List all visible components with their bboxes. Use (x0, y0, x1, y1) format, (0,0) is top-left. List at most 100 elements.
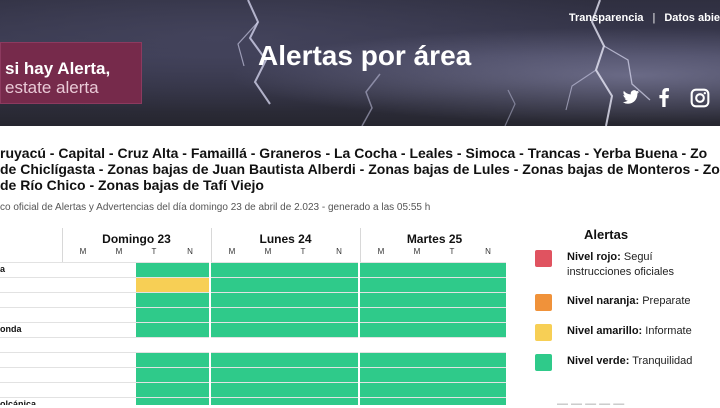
alert-cell-green[interactable] (434, 263, 471, 277)
link-transparencia[interactable]: Transparencia (568, 12, 644, 24)
area-name[interactable]: olcánica (0, 399, 37, 405)
alert-cell-green[interactable] (322, 368, 359, 382)
alert-cell-green[interactable] (285, 278, 322, 292)
alert-cell-green[interactable] (211, 398, 248, 405)
alert-cell-green[interactable] (248, 323, 285, 337)
area-name[interactable]: onda (0, 324, 22, 334)
alert-cell-green[interactable] (248, 278, 285, 292)
alert-cell-green[interactable] (211, 323, 248, 337)
alert-cell-green[interactable] (397, 353, 434, 367)
alert-cell-green[interactable] (211, 278, 248, 292)
alert-cell-green[interactable] (397, 383, 434, 397)
alert-cell-green[interactable] (397, 263, 434, 277)
alert-cell-green[interactable] (173, 293, 210, 307)
alert-cell-green[interactable] (173, 353, 210, 367)
alert-cell-green[interactable] (136, 293, 173, 307)
alert-cell-green[interactable] (211, 308, 248, 322)
alert-cell-green[interactable] (248, 383, 285, 397)
alert-cell-green[interactable] (397, 308, 434, 322)
alert-cell-green[interactable] (471, 353, 508, 367)
alert-cell-green[interactable] (434, 368, 471, 382)
instagram-icon[interactable] (690, 88, 712, 108)
alert-cell-green[interactable] (211, 368, 248, 382)
alert-cell-green[interactable] (322, 308, 359, 322)
alert-cell-green[interactable] (248, 293, 285, 307)
alert-cell-green[interactable] (285, 323, 322, 337)
alert-cell-green[interactable] (285, 308, 322, 322)
alert-cell-green[interactable] (471, 263, 508, 277)
alert-cell-green[interactable] (397, 278, 434, 292)
alert-cell-green[interactable] (434, 278, 471, 292)
alert-cell-green[interactable] (285, 383, 322, 397)
alert-cell-green[interactable] (434, 383, 471, 397)
alert-cell-green[interactable] (211, 263, 248, 277)
alert-promo-banner[interactable]: si hay Alerta, estate alerta (0, 42, 142, 104)
alert-cell-green[interactable] (322, 398, 359, 405)
alert-cell-green[interactable] (397, 293, 434, 307)
alert-cell-green[interactable] (471, 308, 508, 322)
alert-cell-green[interactable] (471, 383, 508, 397)
alert-cell-green[interactable] (360, 353, 397, 367)
alert-cell-green[interactable] (173, 398, 210, 405)
alert-cell-green[interactable] (136, 368, 173, 382)
alert-cell-green[interactable] (248, 368, 285, 382)
alert-cell-green[interactable] (434, 308, 471, 322)
alert-cell-green[interactable] (322, 278, 359, 292)
alert-cell-green[interactable] (136, 308, 173, 322)
alert-cell-green[interactable] (211, 293, 248, 307)
alert-cell-green[interactable] (322, 263, 359, 277)
twitter-icon[interactable] (621, 88, 643, 108)
alert-cell-green[interactable] (360, 263, 397, 277)
alert-cell-green[interactable] (285, 368, 322, 382)
alert-cell-green[interactable] (322, 323, 359, 337)
alert-cell-green[interactable] (173, 323, 210, 337)
link-datos-abiertos[interactable]: Datos abie (664, 12, 720, 24)
alert-cell-green[interactable] (434, 353, 471, 367)
alert-cell-green[interactable] (360, 278, 397, 292)
alert-cell-green[interactable] (173, 308, 210, 322)
alert-cell-green[interactable] (434, 323, 471, 337)
alert-cell-green[interactable] (285, 353, 322, 367)
alert-cell-green[interactable] (397, 368, 434, 382)
alert-cell-green[interactable] (360, 323, 397, 337)
alert-cell-yellow[interactable] (173, 278, 210, 292)
alert-cell-green[interactable] (471, 278, 508, 292)
alert-cell-green[interactable] (322, 293, 359, 307)
alert-cell-green[interactable] (136, 263, 173, 277)
alert-cell-green[interactable] (471, 293, 508, 307)
alert-cell-green[interactable] (434, 293, 471, 307)
alert-cell-green[interactable] (285, 398, 322, 405)
alert-cell-green[interactable] (360, 308, 397, 322)
alert-cell-green[interactable] (397, 323, 434, 337)
alert-cell-green[interactable] (173, 263, 210, 277)
alert-cell-green[interactable] (248, 398, 285, 405)
alert-cell-green[interactable] (248, 263, 285, 277)
alert-cell-green[interactable] (360, 398, 397, 405)
alert-cell-green[interactable] (322, 353, 359, 367)
area-name[interactable]: a (0, 264, 6, 274)
alert-cell-yellow[interactable] (136, 278, 173, 292)
alert-cell-green[interactable] (360, 293, 397, 307)
alert-cell-green[interactable] (173, 368, 210, 382)
facebook-icon[interactable] (657, 88, 679, 108)
alert-cell-green[interactable] (471, 323, 508, 337)
alert-cell-green[interactable] (211, 353, 248, 367)
alert-cell-green[interactable] (471, 398, 508, 405)
alert-cell-green[interactable] (285, 263, 322, 277)
alert-cell-green[interactable] (248, 353, 285, 367)
alert-cell-green[interactable] (136, 383, 173, 397)
alert-cell-green[interactable] (434, 398, 471, 405)
alert-cell-green[interactable] (360, 383, 397, 397)
alert-cell-green[interactable] (211, 383, 248, 397)
alert-cell-green[interactable] (173, 383, 210, 397)
alert-cell-green[interactable] (360, 368, 397, 382)
alert-cell-green[interactable] (285, 293, 322, 307)
alert-cell-green[interactable] (136, 323, 173, 337)
alert-cell-green[interactable] (397, 398, 434, 405)
alert-cell-green[interactable] (248, 308, 285, 322)
alert-cell-green[interactable] (136, 353, 173, 367)
alert-cell-green[interactable] (471, 368, 508, 382)
alert-cell-green[interactable] (322, 383, 359, 397)
alert-cell-green[interactable] (136, 398, 173, 405)
day-name: Martes 25 (406, 232, 463, 246)
